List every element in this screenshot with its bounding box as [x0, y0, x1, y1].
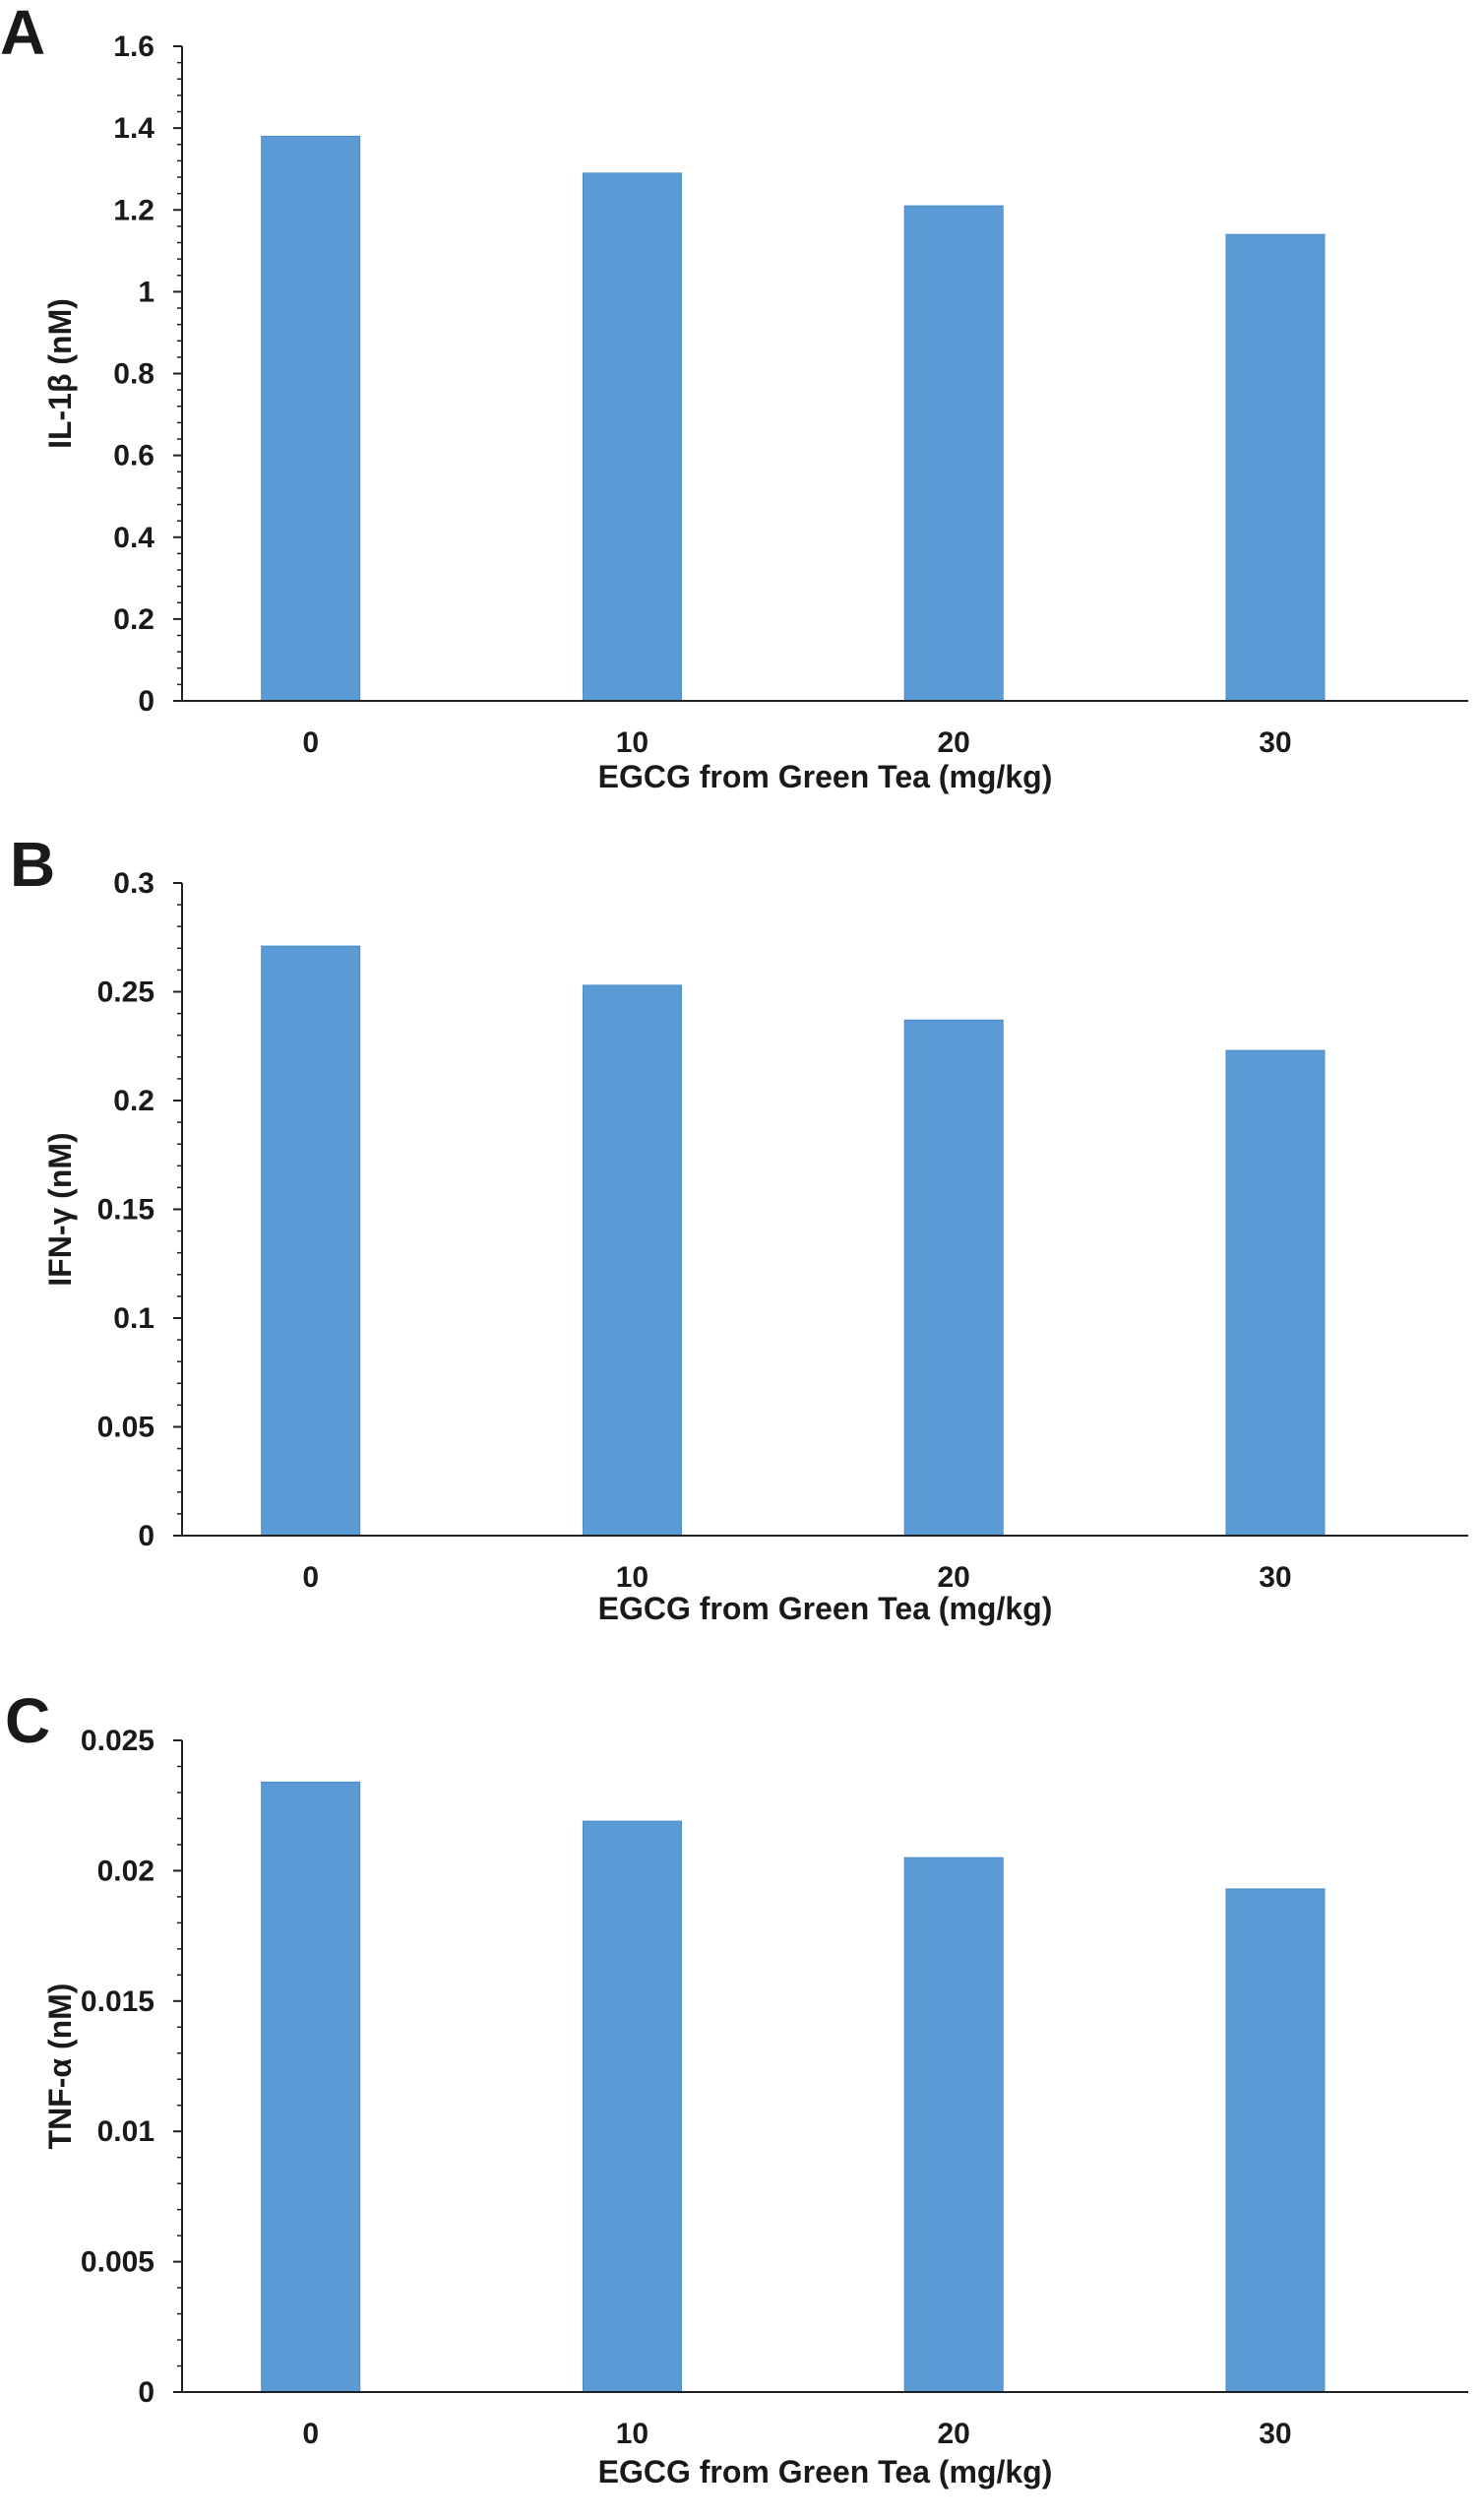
y-tick-label: 0: [138, 685, 154, 718]
bar: [582, 172, 682, 702]
bar: [582, 984, 682, 1537]
panel-label: A: [0, 0, 45, 68]
chart-panel-a: A IL-1β (nM) EGCG from Green Tea (mg/kg)…: [0, 0, 1468, 794]
y-axis-title: IL-1β (nM): [42, 298, 78, 449]
x-tick-label: 30: [1259, 1561, 1291, 1594]
x-tick-label: 20: [938, 1561, 970, 1594]
bar: [261, 1781, 361, 2393]
bar: [582, 1820, 682, 2393]
x-tick-label: 10: [616, 2418, 649, 2450]
y-tick-label: 1.6: [113, 31, 154, 63]
bar: [1225, 233, 1326, 702]
y-tick-label: 0.25: [97, 976, 154, 1009]
y-tick-label: 0.025: [81, 1725, 154, 1757]
x-tick-label: 30: [1259, 2418, 1291, 2450]
y-tick-label: 0.4: [113, 522, 154, 554]
x-tick-label: 10: [616, 1561, 649, 1594]
y-tick-label: 0.005: [81, 2246, 154, 2279]
panel-label: B: [10, 829, 55, 900]
y-tick-label: 0.15: [97, 1194, 154, 1227]
bar: [903, 1019, 1004, 1537]
x-tick-label: 0: [302, 726, 319, 759]
y-axis-title: TNF-α (nM): [42, 1984, 78, 2150]
chart-panel-c: C TNF-α (nM) EGCG from Green Tea (mg/kg)…: [5, 1685, 1468, 2489]
bar: [1225, 1888, 1326, 2393]
x-axis-title: EGCG from Green Tea (mg/kg): [598, 759, 1053, 794]
y-tick-label: 0.6: [113, 440, 154, 472]
y-tick-label: 0.01: [97, 2115, 154, 2148]
bar: [1225, 1049, 1326, 1537]
y-tick-label: 0: [138, 1520, 154, 1552]
x-tick-label: 20: [938, 726, 970, 759]
bar: [261, 945, 361, 1537]
y-tick-label: 0.8: [113, 358, 154, 391]
y-tick-label: 0.1: [113, 1302, 154, 1335]
x-tick-label: 0: [302, 1561, 319, 1594]
bar: [261, 135, 361, 702]
y-tick-label: 0.3: [113, 867, 154, 900]
panel-label: C: [5, 1685, 50, 1756]
x-axis-title: EGCG from Green Tea (mg/kg): [598, 2454, 1053, 2489]
x-tick-label: 10: [616, 726, 649, 759]
y-tick-label: 1.4: [113, 112, 154, 145]
bar: [903, 1857, 1004, 2393]
chart-panel-b: B IFN-γ (nM) EGCG from Green Tea (mg/kg)…: [10, 829, 1468, 1626]
y-tick-label: 0.015: [81, 1985, 154, 2018]
y-tick-label: 0.05: [97, 1412, 154, 1444]
y-tick-label: 0.02: [97, 1855, 154, 1887]
y-axis-title: IFN-γ (nM): [42, 1132, 78, 1286]
y-tick-label: 0.2: [113, 603, 154, 636]
y-tick-label: 0: [138, 2376, 154, 2409]
y-tick-label: 0.2: [113, 1085, 154, 1117]
x-tick-label: 30: [1259, 726, 1291, 759]
y-tick-label: 1.2: [113, 194, 154, 226]
x-tick-label: 20: [938, 2418, 970, 2450]
y-tick-label: 1: [138, 276, 154, 308]
x-tick-label: 0: [302, 2418, 319, 2450]
x-axis-title: EGCG from Green Tea (mg/kg): [598, 1591, 1053, 1626]
bar: [903, 205, 1004, 702]
